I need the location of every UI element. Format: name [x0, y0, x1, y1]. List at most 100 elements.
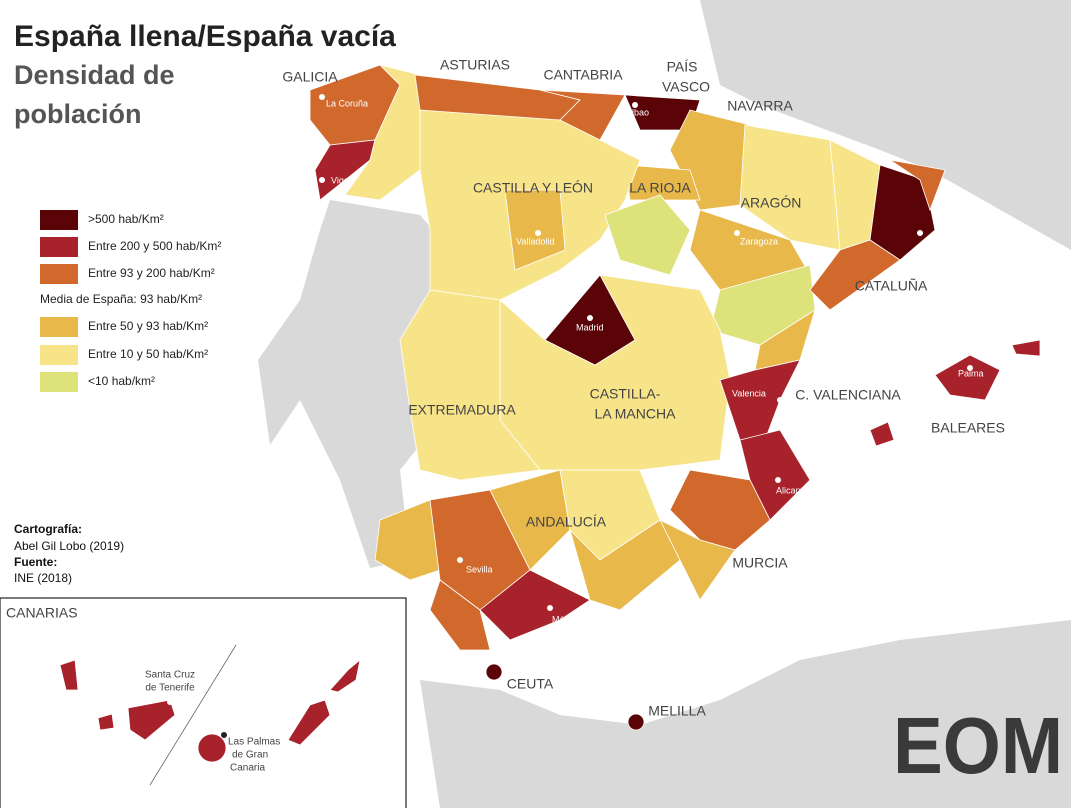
- title: España llena/España vacía: [14, 20, 396, 53]
- region-label: LA RIOJA: [629, 180, 691, 196]
- city-dot: [777, 397, 783, 403]
- provinces: [59, 64, 1041, 763]
- legend-label: <10 hab/km²: [88, 374, 155, 388]
- city-dot: [547, 605, 553, 611]
- city-dot: [319, 94, 325, 100]
- city-label: de Gran: [232, 750, 268, 761]
- subtitle: población: [14, 99, 142, 129]
- legend-label: Entre 93 y 200 hab/Km²: [88, 266, 215, 280]
- city-label: Valencia: [732, 388, 766, 398]
- region-label: GALICIA: [282, 69, 338, 85]
- inset-divider: [149, 644, 237, 786]
- province: [739, 429, 811, 521]
- region-label: MELILLA: [648, 703, 706, 719]
- city-dot: [587, 315, 593, 321]
- city-label: de Tenerife: [145, 683, 195, 694]
- legend-swatch: [40, 372, 78, 392]
- cities: La Coruña Vigo Bilbao Valladolid Zaragoza Bar…: [319, 94, 984, 624]
- province: [739, 124, 841, 251]
- province: [659, 519, 736, 601]
- province: [197, 733, 227, 763]
- legend-swatch: [40, 345, 78, 365]
- city-label: Valladolid: [516, 236, 554, 246]
- city-label: Bilbao: [624, 107, 649, 117]
- region-label: LA MANCHA: [595, 406, 677, 422]
- credit-label: Fuente:: [14, 555, 57, 569]
- legend-swatch: [40, 237, 78, 257]
- legend: >500 hab/Km² Entre 200 y 500 hab/Km² Entre…: [40, 210, 221, 392]
- region-label: MURCIA: [732, 555, 788, 571]
- city-label: Palma: [958, 368, 984, 378]
- city-label: Las Palmas: [228, 737, 280, 748]
- region-label: PAÍS: [667, 59, 698, 75]
- province: [329, 658, 361, 693]
- province: [429, 579, 491, 651]
- province: [889, 159, 946, 212]
- city-label: Vigo: [331, 175, 349, 185]
- province: [399, 289, 541, 481]
- city-dot: [734, 230, 740, 236]
- legend-swatch: [40, 210, 78, 230]
- credit: Abel Gil Lobo (2019): [14, 539, 124, 553]
- inset-title: CANARIAS: [6, 605, 78, 621]
- region-label: ARAGÓN: [741, 195, 802, 211]
- city-label: Alicante: [776, 485, 808, 495]
- province: [127, 699, 176, 741]
- france: [700, 0, 1071, 250]
- africa: [420, 620, 1071, 808]
- subtitle: Densidad de: [14, 60, 175, 90]
- legend-average: Media de España: 93 hab/Km²: [40, 292, 202, 306]
- province: [97, 713, 115, 731]
- legend-swatch: [40, 264, 78, 284]
- legend-label: Entre 200 y 500 hab/Km²: [88, 239, 221, 253]
- portugal: [258, 200, 450, 568]
- province: [504, 189, 566, 271]
- city-dot: [917, 230, 923, 236]
- legend-label: Entre 50 y 93 hab/Km²: [88, 319, 208, 333]
- province: [59, 659, 79, 691]
- credit: INE (2018): [14, 571, 72, 585]
- province: [287, 699, 331, 746]
- city-label: Sevilla: [466, 564, 493, 574]
- city-dot: [319, 177, 325, 183]
- city-dot: [535, 230, 541, 236]
- region-label: ANDALUCÍA: [526, 514, 607, 530]
- city-dot: [457, 557, 463, 563]
- city-dot: [167, 699, 173, 705]
- region-label: CANTABRIA: [543, 67, 623, 83]
- legend-label: >500 hab/Km²: [88, 212, 164, 226]
- region-label: ASTURIAS: [440, 57, 510, 73]
- logo: EOM: [893, 701, 1063, 790]
- region-label: CEUTA: [507, 676, 554, 692]
- city-dot: [775, 477, 781, 483]
- city-label: Canaria: [230, 763, 265, 774]
- city-dot: [632, 102, 638, 108]
- city-label: Zaragoza: [740, 236, 778, 246]
- legend-label: Entre 10 y 50 hab/Km²: [88, 347, 208, 361]
- region-label: CATALUÑA: [855, 278, 928, 294]
- city-label: Málaga: [552, 614, 582, 624]
- province: [374, 499, 441, 581]
- province: [627, 713, 645, 731]
- city-label: Madrid: [576, 322, 604, 332]
- province: [479, 569, 591, 641]
- city-dot: [967, 365, 973, 371]
- credit-label: Cartografía:: [14, 522, 82, 536]
- city-dot: [221, 732, 227, 738]
- province: [1011, 339, 1041, 357]
- region-label: VASCO: [662, 79, 710, 95]
- region-label: CASTILLA-: [590, 386, 661, 402]
- region-label: CASTILLA Y LEÓN: [473, 180, 593, 196]
- city-label: Santa Cruz: [145, 670, 195, 681]
- region-label: EXTREMADURA: [408, 402, 516, 418]
- province: [719, 359, 801, 441]
- province: [604, 194, 691, 276]
- city-label: Barcelona: [924, 236, 965, 246]
- region-label: NAVARRA: [727, 98, 793, 114]
- city-label: La Coruña: [326, 98, 368, 108]
- province: [485, 663, 503, 681]
- province: [934, 354, 1001, 401]
- inset-frame: [0, 597, 407, 808]
- province: [869, 421, 895, 447]
